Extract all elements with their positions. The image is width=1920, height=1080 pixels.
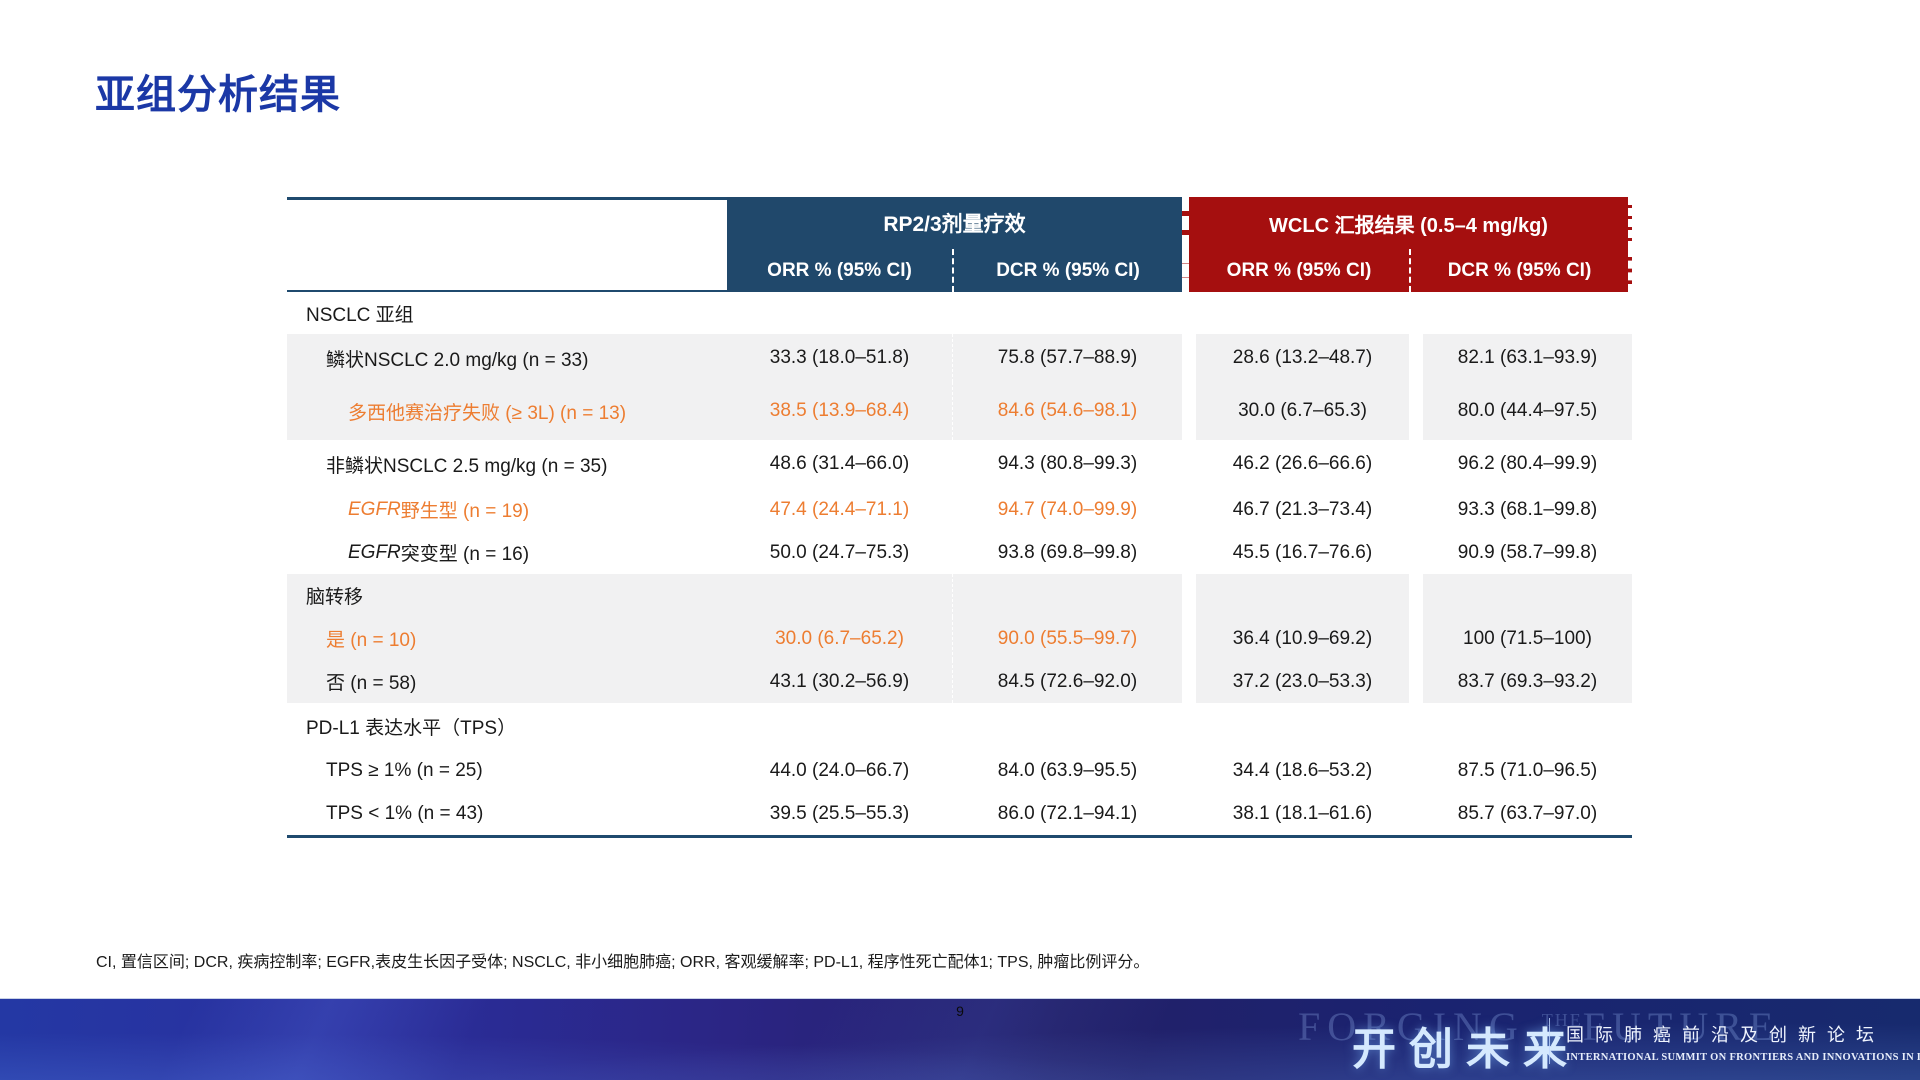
subgroup-results-table: RP2/3剂量疗效 WCLC 汇报结果 (0.5–4 mg/kg) ORR % …	[287, 197, 1632, 838]
cell-rp23-dcr	[952, 292, 1182, 334]
cell-wclc-orr	[1182, 292, 1409, 334]
cell-wclc-orr: 37.2 (23.0–53.3)	[1182, 660, 1409, 703]
cell-rp23-dcr: 84.5 (72.6–92.0)	[952, 660, 1182, 703]
cell-wclc-dcr: 82.1 (63.1–93.9)	[1409, 334, 1632, 382]
egfr-italic: EGFR	[348, 498, 401, 520]
summit-logo: 开创未来	[1352, 1025, 1580, 1074]
footer-banner: 9 FORGING THEFUTURE 开创未来 国际肺癌前沿及创新论坛 INT…	[0, 998, 1920, 1080]
forging-future-ghost-text: FORGING THEFUTURE	[1298, 1004, 1781, 1049]
cell-rp23-orr: 44.0 (24.0–66.7)	[727, 749, 952, 792]
page-title: 亚组分析结果	[95, 73, 341, 117]
table-row: 非鳞状NSCLC 2.5 mg/kg (n = 35) 48.6 (31.4–6…	[287, 440, 1632, 488]
row-label: NSCLC 亚组	[287, 292, 727, 334]
summit-subtitle-en: INTERNATIONAL SUMMIT ON FRONTIERS AND IN…	[1566, 1052, 1920, 1063]
table-row: 多西他赛治疗失败 (≥ 3L) (n = 13) 38.5 (13.9–68.4…	[287, 382, 1632, 440]
row-label: PD-L1 表达水平（TPS）	[287, 703, 727, 749]
page-number: 9	[956, 1003, 964, 1019]
cell-rp23-orr: 33.3 (18.0–51.8)	[727, 334, 952, 382]
table-row: EGFR 突变型 (n = 16) 50.0 (24.7–75.3) 93.8 …	[287, 531, 1632, 574]
row-label: 多西他赛治疗失败 (≥ 3L) (n = 13)	[287, 382, 727, 440]
table-row: TPS ≥ 1% (n = 25) 44.0 (24.0–66.7) 84.0 …	[287, 749, 1632, 792]
table-section-row: 脑转移	[287, 574, 1632, 617]
cell-wclc-orr	[1182, 703, 1409, 749]
cell-rp23-dcr: 84.0 (63.9–95.5)	[952, 749, 1182, 792]
table-row: TPS < 1% (n = 43) 39.5 (25.5–55.3) 86.0 …	[287, 792, 1632, 835]
cell-wclc-orr: 46.7 (21.3–73.4)	[1182, 488, 1409, 531]
cell-wclc-dcr: 80.0 (44.4–97.5)	[1409, 382, 1632, 440]
row-label: 非鳞状NSCLC 2.5 mg/kg (n = 35)	[287, 440, 727, 488]
cell-rp23-dcr: 75.8 (57.7–88.9)	[952, 334, 1182, 382]
cell-rp23-orr: 30.0 (6.7–65.2)	[727, 617, 952, 660]
cell-rp23-dcr	[952, 703, 1182, 749]
cell-rp23-orr: 43.1 (30.2–56.9)	[727, 660, 952, 703]
row-label: 鳞状NSCLC 2.0 mg/kg (n = 33)	[287, 334, 727, 382]
cell-rp23-orr: 47.4 (24.4–71.1)	[727, 488, 952, 531]
cell-rp23-dcr: 93.8 (69.8–99.8)	[952, 531, 1182, 574]
cell-rp23-dcr: 84.6 (54.6–98.1)	[952, 382, 1182, 440]
summit-subtitle-cn: 国际肺癌前沿及创新论坛	[1566, 1025, 1885, 1045]
cell-wclc-dcr: 85.7 (63.7–97.0)	[1409, 792, 1632, 835]
header-group-wclc: WCLC 汇报结果 (0.5–4 mg/kg)	[1182, 197, 1632, 249]
table-bottom-border	[287, 835, 1632, 838]
table-row: 鳞状NSCLC 2.0 mg/kg (n = 33) 33.3 (18.0–51…	[287, 334, 1632, 382]
cell-rp23-orr	[727, 703, 952, 749]
table-row: EGFR 野生型 (n = 19) 47.4 (24.4–71.1) 94.7 …	[287, 488, 1632, 531]
cell-rp23-orr: 39.5 (25.5–55.3)	[727, 792, 952, 835]
row-label: TPS < 1% (n = 43)	[287, 792, 727, 835]
cell-rp23-dcr	[952, 574, 1182, 617]
cell-rp23-dcr: 94.7 (74.0–99.9)	[952, 488, 1182, 531]
egfr-italic: EGFR	[348, 541, 401, 563]
cell-wclc-dcr	[1409, 292, 1632, 334]
row-label: TPS ≥ 1% (n = 25)	[287, 749, 727, 792]
cell-wclc-dcr	[1409, 574, 1632, 617]
row-label: EGFR 突变型 (n = 16)	[287, 531, 727, 574]
cell-rp23-dcr: 94.3 (80.8–99.3)	[952, 440, 1182, 488]
cell-wclc-dcr	[1409, 703, 1632, 749]
header-sub-rp23-orr: ORR % (95% CI)	[727, 249, 952, 292]
header-sub-rp23-dcr: DCR % (95% CI)	[952, 249, 1182, 292]
cell-rp23-orr: 48.6 (31.4–66.0)	[727, 440, 952, 488]
cell-wclc-dcr: 83.7 (69.3–93.2)	[1409, 660, 1632, 703]
cell-wclc-dcr: 96.2 (80.4–99.9)	[1409, 440, 1632, 488]
header-group-rp23: RP2/3剂量疗效	[727, 197, 1182, 249]
cell-rp23-dcr: 86.0 (72.1–94.1)	[952, 792, 1182, 835]
row-label: EGFR 野生型 (n = 19)	[287, 488, 727, 531]
cell-rp23-orr: 38.5 (13.9–68.4)	[727, 382, 952, 440]
row-label: 否 (n = 58)	[287, 660, 727, 703]
table-row: 否 (n = 58) 43.1 (30.2–56.9) 84.5 (72.6–9…	[287, 660, 1632, 703]
cell-wclc-orr: 38.1 (18.1–61.6)	[1182, 792, 1409, 835]
cell-wclc-orr: 30.0 (6.7–65.3)	[1182, 382, 1409, 440]
cell-wclc-orr: 46.2 (26.6–66.6)	[1182, 440, 1409, 488]
header-sub-wclc-dcr: DCR % (95% CI)	[1409, 249, 1632, 292]
abbreviations-footnote: CI, 置信区间; DCR, 疾病控制率; EGFR,表皮生长因子受体; NSC…	[96, 954, 1150, 971]
cell-rp23-orr	[727, 292, 952, 334]
table-row: 是 (n = 10) 30.0 (6.7–65.2) 90.0 (55.5–99…	[287, 617, 1632, 660]
cell-wclc-dcr: 87.5 (71.0–96.5)	[1409, 749, 1632, 792]
table-header: RP2/3剂量疗效 WCLC 汇报结果 (0.5–4 mg/kg) ORR % …	[287, 197, 1632, 292]
cell-wclc-orr: 28.6 (13.2–48.7)	[1182, 334, 1409, 382]
cell-wclc-dcr: 100 (71.5–100)	[1409, 617, 1632, 660]
cell-rp23-orr: 50.0 (24.7–75.3)	[727, 531, 952, 574]
cell-rp23-dcr: 90.0 (55.5–99.7)	[952, 617, 1182, 660]
row-label: 脑转移	[287, 574, 727, 617]
header-corner-cell	[287, 197, 727, 292]
cell-wclc-orr: 36.4 (10.9–69.2)	[1182, 617, 1409, 660]
logo-divider	[1549, 1018, 1550, 1064]
table-section-row: PD-L1 表达水平（TPS）	[287, 703, 1632, 749]
header-sub-wclc-orr: ORR % (95% CI)	[1182, 249, 1409, 292]
cell-wclc-orr: 34.4 (18.6–53.2)	[1182, 749, 1409, 792]
cell-wclc-orr: 45.5 (16.7–76.6)	[1182, 531, 1409, 574]
cell-rp23-orr	[727, 574, 952, 617]
table-section-row: NSCLC 亚组	[287, 292, 1632, 334]
row-label: 是 (n = 10)	[287, 617, 727, 660]
cell-wclc-dcr: 90.9 (58.7–99.8)	[1409, 531, 1632, 574]
cell-wclc-orr	[1182, 574, 1409, 617]
cell-wclc-dcr: 93.3 (68.1–99.8)	[1409, 488, 1632, 531]
